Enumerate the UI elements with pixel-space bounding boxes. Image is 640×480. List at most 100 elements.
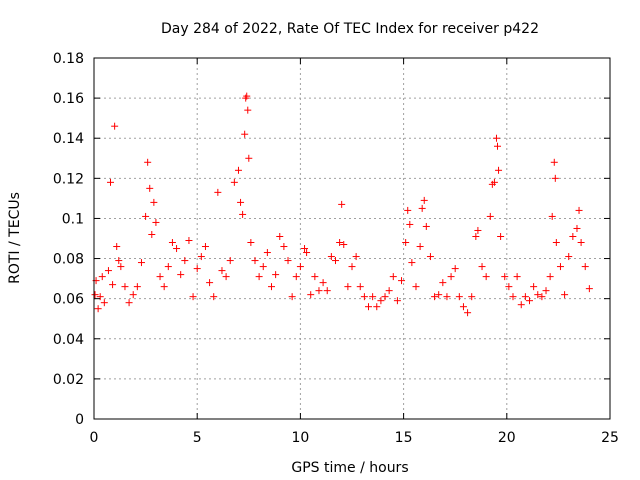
data-point [177, 271, 185, 279]
data-point [389, 273, 397, 281]
data-point [548, 212, 556, 220]
data-point [237, 198, 245, 206]
data-point [181, 257, 189, 265]
x-tick-label: 20 [498, 430, 516, 446]
data-point [356, 283, 364, 291]
data-point [185, 237, 193, 245]
data-point [486, 212, 494, 220]
chart-title: Day 284 of 2022, Rate Of TEC Index for r… [161, 21, 539, 37]
data-point [107, 178, 115, 186]
data-point [255, 273, 263, 281]
data-point [406, 220, 414, 228]
data-point [573, 224, 581, 232]
ticks-layer: 0 5 10 15 20 25 0 0.02 0.04 0.06 0.08 0.1 0.12 0.14 0.… [53, 51, 619, 446]
data-point [164, 263, 172, 271]
data-point [513, 273, 521, 281]
data-point [530, 283, 538, 291]
data-point [173, 245, 181, 253]
data-point [581, 263, 589, 271]
data-point [206, 279, 214, 287]
data-point [307, 291, 315, 299]
data-point [505, 283, 513, 291]
data-point [501, 273, 509, 281]
data-point [443, 293, 451, 301]
data-point [168, 239, 176, 247]
data-point [550, 158, 558, 166]
data-point [517, 301, 525, 309]
data-point [109, 281, 117, 289]
data-point [377, 297, 385, 305]
data-point [408, 259, 416, 267]
data-point [234, 166, 242, 174]
data-point [534, 291, 542, 299]
x-tick-label: 10 [291, 430, 309, 446]
data-point [189, 293, 197, 301]
data-point [373, 303, 381, 311]
data-point [439, 279, 447, 287]
data-point [552, 239, 560, 247]
data-point [98, 273, 106, 281]
data-point [259, 263, 267, 271]
y-tick-label: 0.06 [53, 292, 84, 308]
data-point [451, 265, 459, 273]
data-point [91, 291, 99, 299]
data-point [292, 273, 300, 281]
data-point [129, 291, 137, 299]
x-tick-label: 25 [601, 430, 619, 446]
data-point [251, 257, 259, 265]
data-point [296, 263, 304, 271]
data-point [146, 184, 154, 192]
data-point [125, 299, 133, 307]
data-point [268, 283, 276, 291]
data-point [245, 154, 253, 162]
data-point [418, 204, 426, 212]
data-point [280, 243, 288, 251]
data-point [464, 309, 472, 317]
data-point [276, 232, 284, 240]
data-point [521, 293, 529, 301]
data-point [360, 293, 368, 301]
y-tick-label: 0 [75, 412, 84, 428]
data-point [311, 273, 319, 281]
data-point [111, 122, 119, 130]
data-point [327, 253, 335, 261]
data-point [336, 239, 344, 247]
data-point [478, 263, 486, 271]
y-tick-label: 0.14 [53, 131, 84, 147]
data-point [468, 293, 476, 301]
data-point [284, 257, 292, 265]
y-tick-label: 0.16 [53, 91, 84, 107]
x-tick-label: 5 [193, 430, 202, 446]
data-point [239, 210, 247, 218]
x-axis-label: GPS time / hours [291, 460, 408, 476]
data-point [100, 299, 108, 307]
data-point [492, 134, 500, 142]
data-point [344, 283, 352, 291]
data-point [263, 249, 271, 257]
data-point [230, 178, 238, 186]
data-point [538, 293, 546, 301]
y-tick-label: 0.1 [62, 211, 84, 227]
data-point [585, 285, 593, 293]
data-point [393, 297, 401, 305]
data-point [385, 287, 393, 295]
data-point [556, 263, 564, 271]
data-point [121, 283, 129, 291]
data-point [447, 273, 455, 281]
data-point [369, 293, 377, 301]
data-point [210, 293, 218, 301]
data-point [365, 303, 373, 311]
data-point [160, 283, 168, 291]
x-tick-label: 15 [395, 430, 413, 446]
data-point [94, 305, 102, 313]
data-point [331, 257, 339, 265]
data-point [404, 206, 412, 214]
data-point [243, 92, 251, 100]
data-point [156, 273, 164, 281]
data-point [416, 243, 424, 251]
plot-frame [93, 57, 611, 420]
y-tick-label: 0.08 [53, 252, 84, 268]
data-point [117, 263, 125, 271]
data-point [577, 239, 585, 247]
data-point [509, 293, 517, 301]
